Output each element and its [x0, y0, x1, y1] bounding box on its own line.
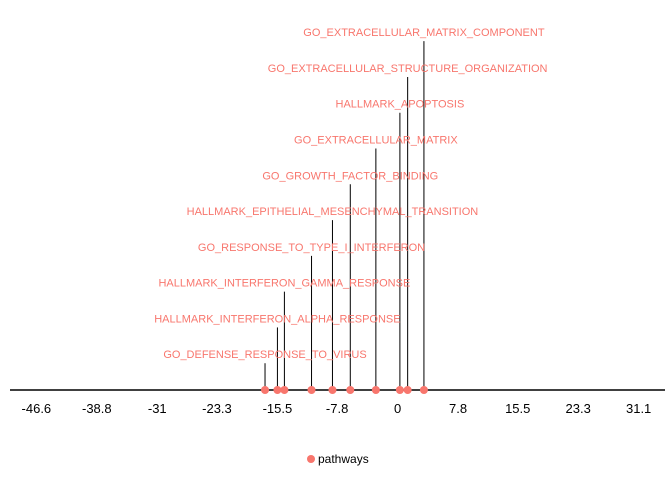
points-layer — [261, 386, 428, 394]
point-6 — [346, 386, 355, 394]
point-1 — [261, 386, 270, 394]
point-3 — [280, 386, 289, 394]
x-axis-ticks: -46.6 -38.8 -31 -23.3 -15.5 -7.8 0 7.8 15.5 23.3 3… — [22, 401, 652, 416]
x-tick-label-5: -15.5 — [263, 401, 293, 416]
legend-key-pathways — [307, 455, 315, 463]
point-label-10: GO_EXTRACELLULAR_MATRIX_COMPONENT — [303, 27, 545, 39]
point-label-1: GO_DEFENSE_RESPONSE_TO_VIRUS — [163, 349, 366, 361]
point-5 — [328, 386, 337, 394]
stems-layer — [264, 41, 425, 390]
point-7 — [371, 386, 380, 394]
x-tick-label-6: -7.8 — [326, 401, 348, 416]
x-tick-label-7: 0 — [394, 401, 401, 416]
x-tick-label-2: -38.8 — [82, 401, 112, 416]
x-tick-label-8: 7.8 — [449, 401, 467, 416]
legend: pathways — [307, 452, 369, 466]
point-8 — [395, 386, 404, 394]
x-tick-label-3: -31 — [148, 401, 167, 416]
point-label-8: HALLMARK_APOPTOSIS — [336, 99, 465, 111]
point-9 — [403, 386, 412, 394]
point-10 — [419, 386, 428, 394]
point-label-2: HALLMARK_INTERFERON_ALPHA_RESPONSE — [154, 313, 400, 325]
point-4 — [307, 386, 316, 394]
x-tick-label-10: 23.3 — [566, 401, 591, 416]
x-tick-label-9: 15.5 — [505, 401, 530, 416]
x-tick-label-1: -46.6 — [22, 401, 52, 416]
point-label-9: GO_EXTRACELLULAR_STRUCTURE_ORGANIZATION — [268, 63, 548, 75]
x-tick-label-4: -23.3 — [202, 401, 232, 416]
legend-label-pathways: pathways — [318, 452, 369, 466]
labels-layer: GO_DEFENSE_RESPONSE_TO_VIRUS HALLMARK_INT… — [154, 27, 547, 361]
point-label-5: HALLMARK_EPITHELIAL_MESENCHYMAL_TRANSITI… — [187, 206, 479, 218]
point-label-6: GO_GROWTH_FACTOR_BINDING — [262, 170, 438, 182]
point-2 — [273, 386, 282, 394]
x-tick-label-11: 31.1 — [626, 401, 651, 416]
point-label-3: HALLMARK_INTERFERON_GAMMA_RESPONSE — [158, 278, 410, 290]
point-label-7: GO_EXTRACELLULAR_MATRIX — [294, 135, 458, 147]
point-label-4: GO_RESPONSE_TO_TYPE_I_INTERFERON — [198, 242, 425, 254]
